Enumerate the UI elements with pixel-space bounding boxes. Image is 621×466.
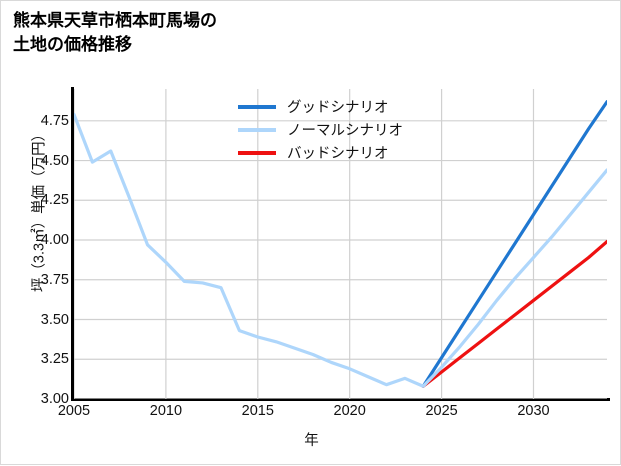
legend-item-bad: バッドシナリオ	[238, 141, 448, 164]
chart-legend: グッドシナリオ ノーマルシナリオ バッドシナリオ	[238, 95, 448, 164]
y-axis-tick-labels: 3.00 3.25 3.50 3.75 4.00 4.25 4.50 4.75	[5, 1, 69, 466]
y-tick-label: 4.75	[40, 112, 69, 129]
x-tick-label: 2015	[241, 403, 274, 419]
x-tick-label: 2010	[149, 403, 183, 419]
x-tick-label: 2005	[57, 403, 91, 419]
x-axis-spine	[71, 398, 610, 401]
y-tick-label: 3.75	[40, 271, 69, 288]
x-tick-label: 2020	[333, 403, 366, 419]
plot-svg	[74, 89, 607, 399]
legend-swatch-good	[238, 104, 276, 109]
y-tick-label: 4.00	[40, 232, 69, 249]
y-tick-label: 3.50	[40, 311, 69, 328]
legend-swatch-normal	[238, 127, 276, 132]
legend-item-normal: ノーマルシナリオ	[238, 118, 448, 141]
gridlines	[74, 89, 607, 399]
legend-label-good: グッドシナリオ	[287, 100, 389, 116]
y-tick-label: 4.50	[40, 152, 69, 169]
legend-item-good: グッドシナリオ	[238, 95, 448, 118]
x-axis-label: 年	[304, 433, 319, 449]
y-tick-label: 3.25	[40, 351, 69, 368]
page-title: 熊本県天草市栖本町馬場の 土地の価格推移	[13, 11, 217, 55]
y-axis-spine	[71, 87, 74, 401]
y-axis-label: 坪（3.3㎡）単価（万円）	[31, 126, 48, 293]
series-line-normal	[421, 100, 607, 388]
x-tick-label: 2025	[425, 403, 458, 419]
legend-label-bad: バッドシナリオ	[287, 146, 389, 162]
series-line-good	[74, 112, 607, 388]
series-lines	[74, 100, 607, 388]
x-tick-label: 2030	[517, 403, 550, 419]
legend-label-normal: ノーマルシナリオ	[287, 123, 403, 139]
series-line-bad	[421, 240, 607, 388]
plot-area	[74, 89, 607, 399]
y-tick-label: 3.00	[40, 391, 69, 407]
legend-swatch-bad	[238, 150, 276, 155]
y-tick-label: 4.25	[40, 192, 69, 209]
